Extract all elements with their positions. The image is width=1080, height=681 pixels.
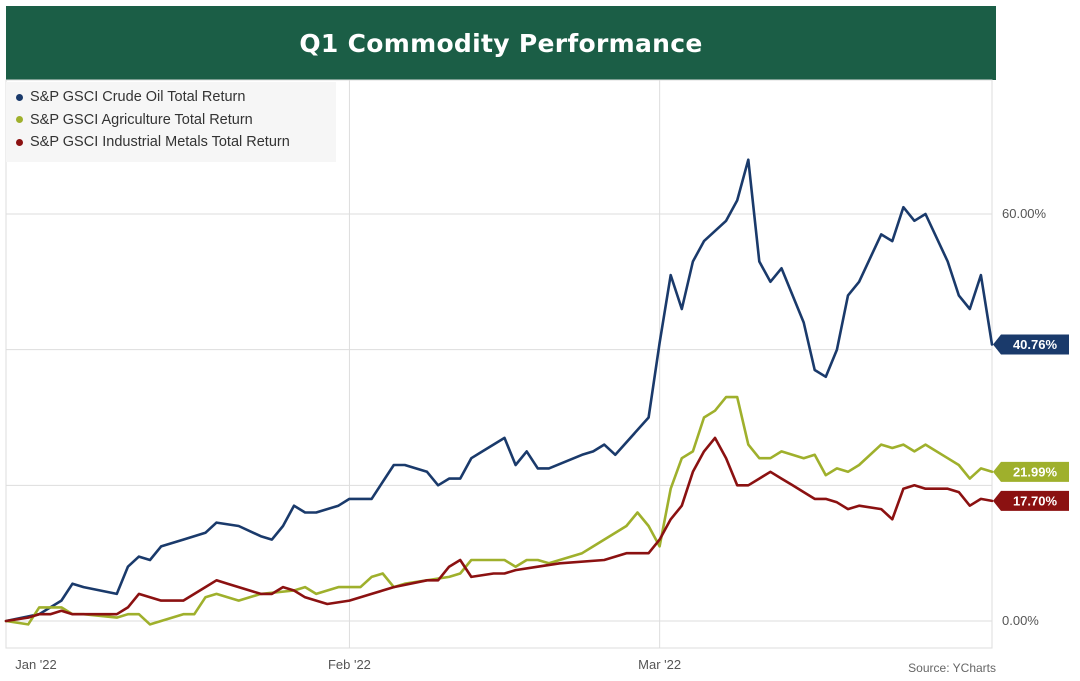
end-label-tag-agriculture: [993, 461, 1069, 482]
legend-label-agriculture: S&P GSCI Agriculture Total Return: [30, 111, 253, 128]
axis-labels: Jan '22 Feb '22 Mar '22 0.00% 60.00%: [15, 206, 1046, 672]
legend-label-industrial-metals: S&P GSCI Industrial Metals Total Return: [30, 134, 290, 151]
legend-item-industrial-metals[interactable]: S&P GSCI Industrial Metals Total Return: [16, 131, 336, 154]
plot-frame: [5, 79, 993, 649]
source-credit: Source: YCharts: [908, 661, 996, 675]
series-line-crude: [4, 158, 994, 623]
legend-label-crude-oil: S&P GSCI Crude Oil Total Return: [30, 89, 246, 106]
series-lines: [4, 158, 994, 626]
x-tick-label: Feb '22: [328, 657, 371, 672]
chart-legend: S&P GSCI Crude Oil Total Return S&P GSCI…: [6, 82, 336, 162]
end-value-labels: 40.76% 21.99% 17.70%: [993, 334, 1069, 511]
x-tick-label: Mar '22: [638, 657, 681, 672]
legend-marker-industrial-metals: [16, 138, 23, 146]
legend-item-agriculture[interactable]: S&P GSCI Agriculture Total Return: [16, 109, 336, 132]
chart-title-bar: Q1 Commodity Performance: [6, 6, 996, 80]
grid-lines: [5, 79, 993, 649]
end-label-tag-metals: [993, 490, 1069, 511]
end-label-value-agriculture: 21.99%: [1013, 464, 1058, 479]
end-label-value-crude: 40.76%: [1013, 337, 1058, 352]
legend-item-crude-oil[interactable]: S&P GSCI Crude Oil Total Return: [16, 86, 336, 109]
end-label-tag-crude: [993, 334, 1069, 355]
y-tick-label: 60.00%: [1002, 206, 1047, 221]
series-line-agriculture: [4, 395, 994, 626]
end-label-value-metals: 17.70%: [1013, 493, 1058, 508]
legend-marker-crude-oil: [16, 93, 23, 101]
x-tick-label: Jan '22: [15, 657, 57, 672]
legend-marker-agriculture: [16, 116, 23, 124]
series-line-metals: [4, 436, 994, 623]
chart-title: Q1 Commodity Performance: [299, 28, 703, 58]
y-tick-label: 0.00%: [1002, 613, 1039, 628]
